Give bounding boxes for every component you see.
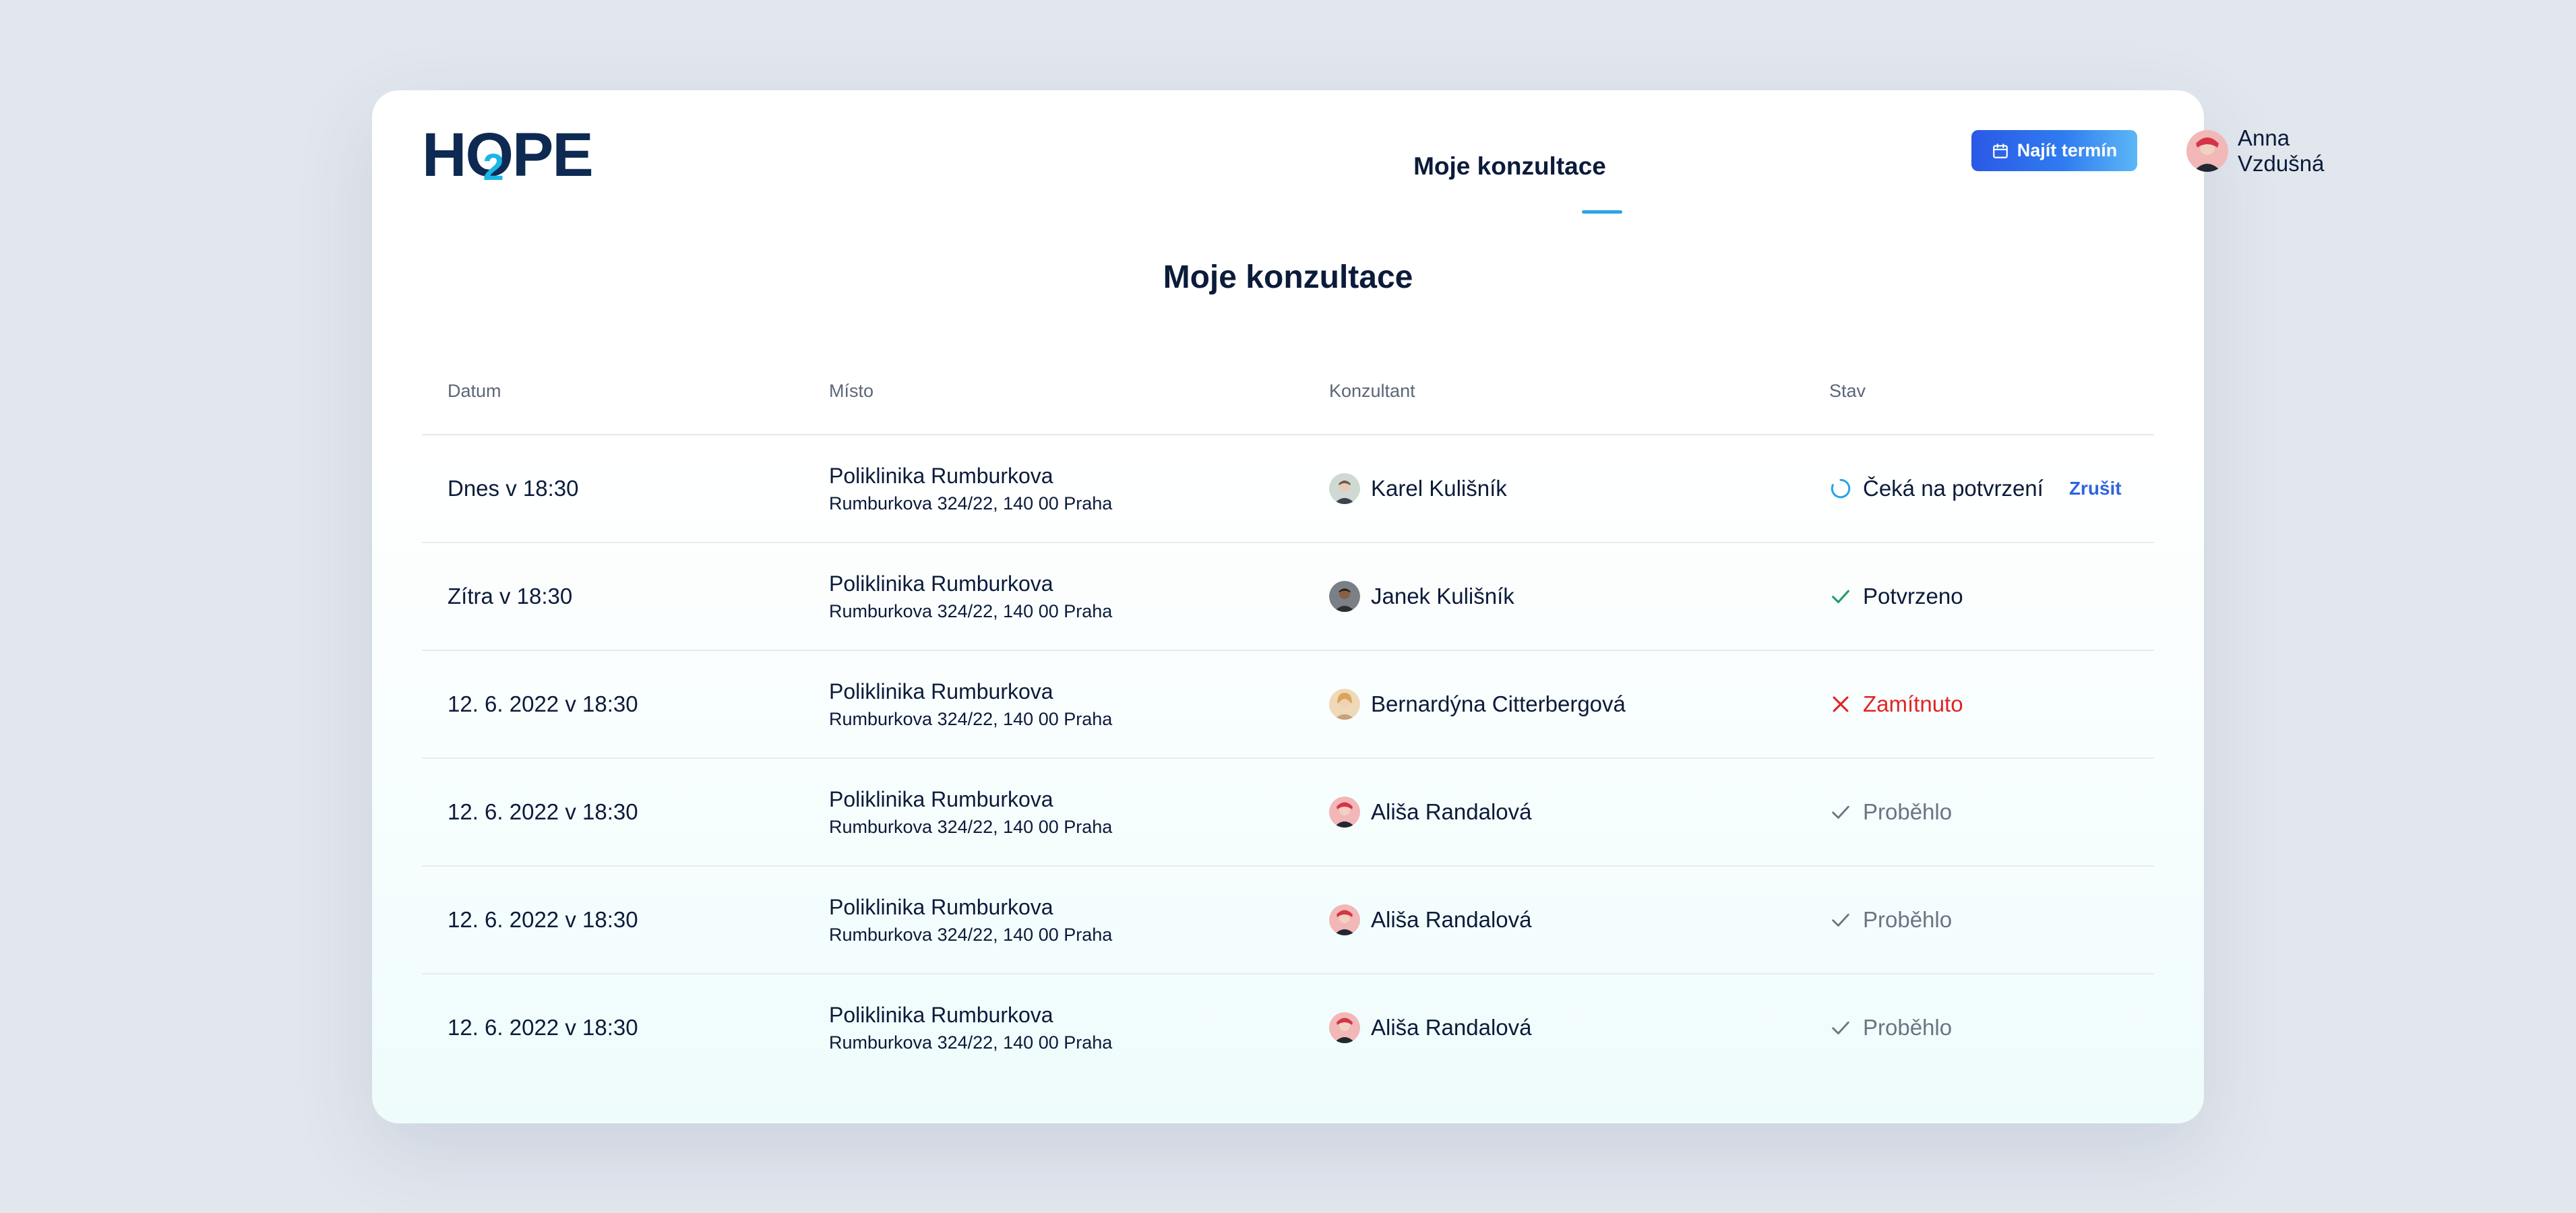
column-header-date: Datum [448,381,501,401]
place-name: Poliklinika Rumburkova [829,679,1053,704]
check-icon [1832,590,1849,604]
row-place: Poliklinika Rumburkova Rumburkova 324/22… [829,974,1112,1081]
place-address: Rumburkova 324/22, 140 00 Praha [829,601,1113,621]
column-header-place: Místo [829,381,874,401]
consultant-name: Janek Kulišník [1371,584,1514,609]
row-consultant: Janek Kulišník [1329,543,1514,650]
logo-text-pe: PE [512,121,594,189]
table-row[interactable]: 12. 6. 2022 v 18:30 Poliklinika Rumburko… [422,759,2154,867]
column-header-status: Stav [1829,381,1866,401]
place-name: Poliklinika Rumburkova [829,571,1053,596]
consultant-name: Bernardýna Citterbergová [1371,691,1626,716]
status-label: Potvrzeno [1863,584,1963,609]
status-label: Proběhlo [1863,1015,1953,1040]
row-date: Dnes v 18:30 [448,476,579,501]
spinner-icon [1831,478,1851,499]
row-consultant: Ališa Randalová [1329,867,1531,973]
row-place: Poliklinika Rumburkova Rumburkova 324/22… [829,759,1112,865]
row-status: Potvrzeno [1829,543,1963,650]
user-menu[interactable]: Anna Vzdušná [2186,125,2324,176]
row-place: Poliklinika Rumburkova Rumburkova 324/22… [829,543,1112,650]
table-row[interactable]: 12. 6. 2022 v 18:30 Poliklinika Rumburko… [422,651,2154,759]
status-label: Čeká na potvrzení [1863,476,2044,501]
user-name: Anna Vzdušná [2238,125,2325,176]
row-status: Čeká na potvrzení Zrušit [1829,435,2122,542]
place-name: Poliklinika Rumburkova [829,1003,1053,1027]
logo-two: 2 [483,146,503,188]
place-name: Poliklinika Rumburkova [829,787,1053,811]
row-place: Poliklinika Rumburkova Rumburkova 324/22… [829,867,1112,973]
table-row[interactable]: 12. 6. 2022 v 18:30 Poliklinika Rumburko… [422,867,2154,974]
consultant-avatar [1329,689,1360,720]
row-status: Proběhlo [1829,759,1952,865]
consultant-name: Ališa Randalová [1371,907,1532,932]
row-place: Poliklinika Rumburkova Rumburkova 324/22… [829,435,1112,542]
consultant-avatar [1329,904,1360,935]
table-header: Datum Místo Konzultant Stav [422,348,2154,435]
consultant-avatar [1329,1012,1360,1043]
find-appointment-label: Najít termín [2017,140,2118,160]
consultations-table: Datum Místo Konzultant Stav Dnes v 18:30… [422,348,2154,1081]
table-row[interactable]: Zítra v 18:30 Poliklinika Rumburkova Rum… [422,543,2154,651]
find-appointment-button[interactable]: Najít termín [1971,130,2137,171]
row-date: 12. 6. 2022 v 18:30 [448,799,638,824]
check-icon [1832,1021,1849,1034]
row-consultant: Karel Kulišník [1329,435,1507,542]
row-date: Zítra v 18:30 [448,584,573,609]
table-row[interactable]: Dnes v 18:30 Poliklinika Rumburkova Rumb… [422,435,2154,543]
row-date: 12. 6. 2022 v 18:30 [448,907,638,932]
place-address: Rumburkova 324/22, 140 00 Praha [829,1032,1113,1053]
place-name: Poliklinika Rumburkova [829,895,1053,919]
row-date: 12. 6. 2022 v 18:30 [448,691,638,716]
table-row[interactable]: 12. 6. 2022 v 18:30 Poliklinika Rumburko… [422,974,2154,1081]
row-consultant: Ališa Randalová [1329,974,1531,1081]
place-name: Poliklinika Rumburkova [829,464,1053,488]
place-address: Rumburkova 324/22, 140 00 Praha [829,925,1113,945]
page-title: Moje konzultace [1163,259,1413,295]
status-label: Proběhlo [1863,799,1953,824]
consultant-avatar [1329,797,1360,828]
row-date: 12. 6. 2022 v 18:30 [448,1015,638,1040]
row-consultant: Bernardýna Citterbergová [1329,651,1626,757]
consultant-name: Karel Kulišník [1371,476,1507,501]
nav-active-indicator [1582,210,1622,214]
consultant-avatar [1329,473,1360,504]
close-icon [1833,696,1849,712]
status-label: Zamítnuto [1863,691,1963,716]
logo[interactable]: H O 2 PE [422,121,594,189]
consultant-avatar [1329,581,1360,612]
row-consultant: Ališa Randalová [1329,759,1531,865]
avatar [2186,130,2228,172]
row-status: Zamítnuto [1829,651,1963,757]
calendar-icon [1992,143,2008,158]
row-place: Poliklinika Rumburkova Rumburkova 324/22… [829,651,1112,757]
check-icon [1832,913,1849,927]
place-address: Rumburkova 324/22, 140 00 Praha [829,493,1113,514]
status-label: Proběhlo [1863,907,1953,932]
column-header-consultant: Konzultant [1329,381,1415,401]
main-card: H O 2 PE Moje konzultace Najít termín Anna … [372,90,2324,1123]
place-address: Rumburkova 324/22, 140 00 Praha [829,817,1113,837]
row-status: Proběhlo [1829,974,1952,1081]
consultant-name: Ališa Randalová [1371,799,1532,824]
consultant-name: Ališa Randalová [1371,1015,1532,1040]
row-status: Proběhlo [1829,867,1952,973]
nav-my-consultations[interactable]: Moje konzultace [1413,152,1606,180]
check-icon [1832,805,1849,819]
cancel-button[interactable]: Zrušit [2068,478,2122,499]
place-address: Rumburkova 324/22, 140 00 Praha [829,709,1113,729]
logo-text-h: H [422,121,466,189]
